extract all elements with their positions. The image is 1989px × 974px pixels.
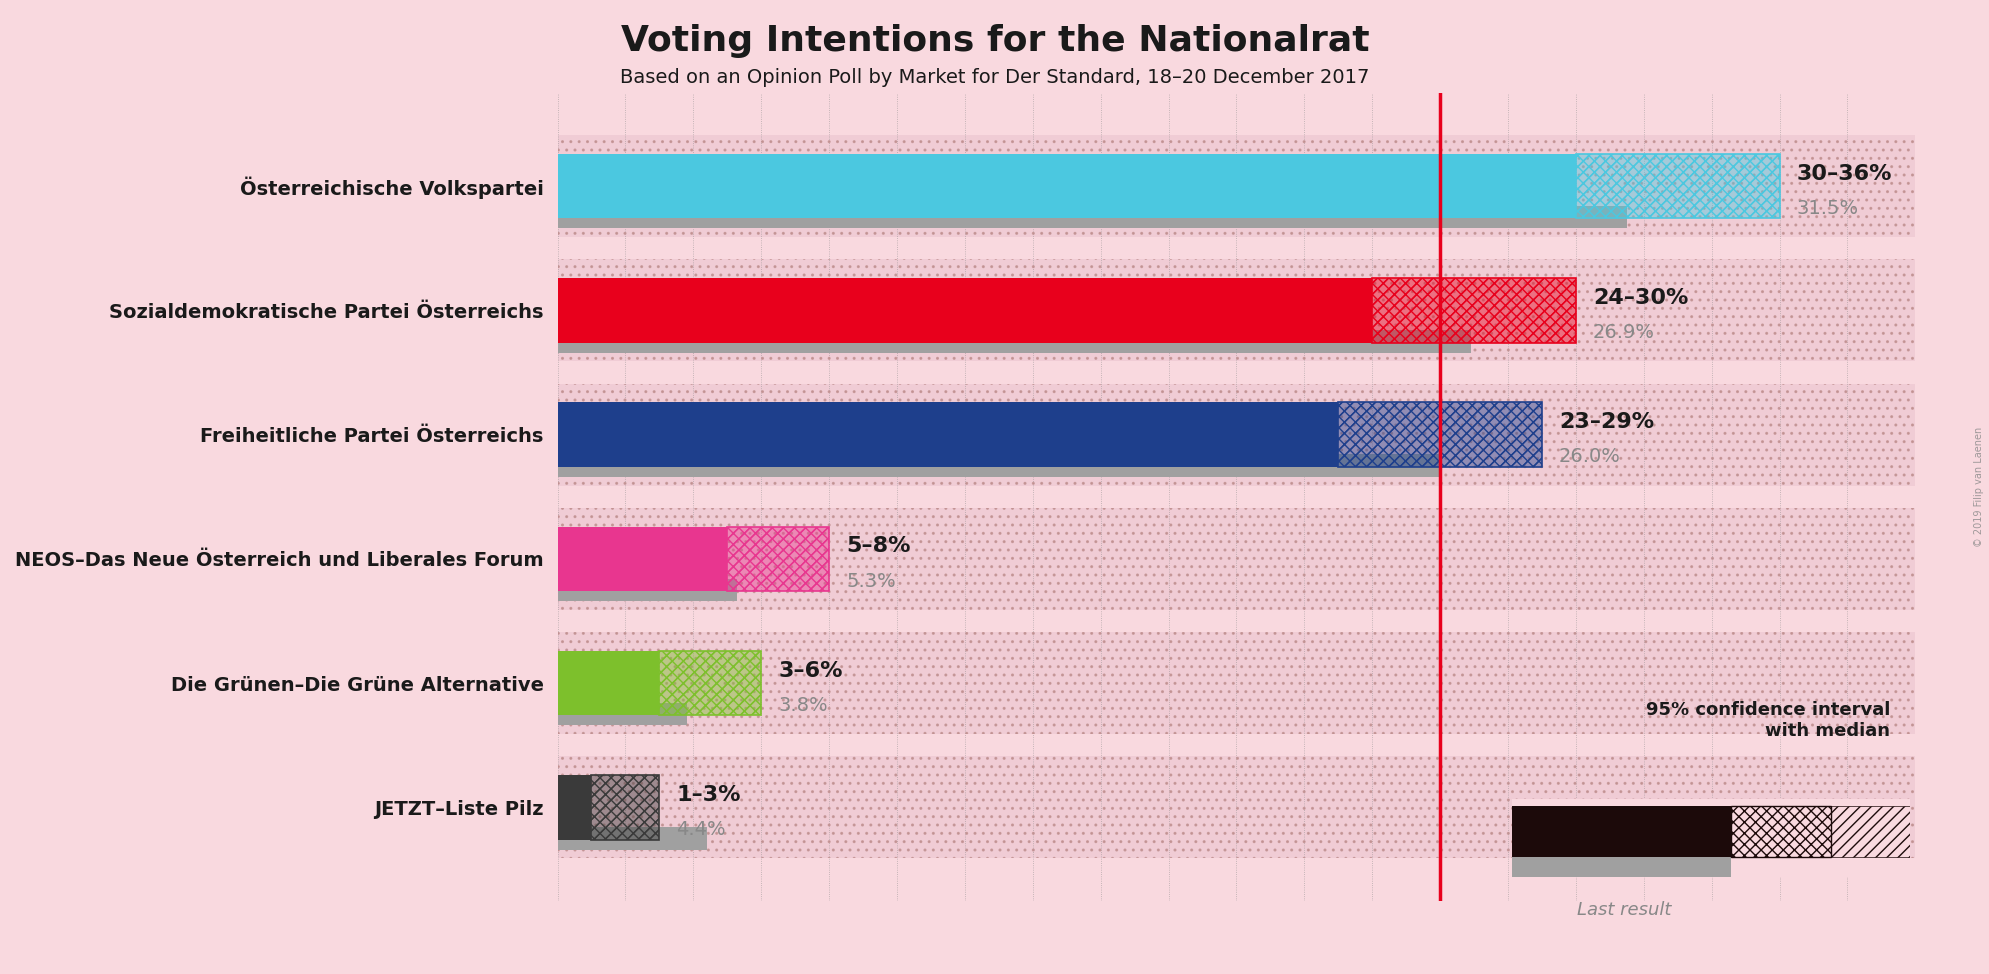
Text: 26.9%: 26.9% [1591, 323, 1655, 342]
Text: © 2019 Filip van Laenen: © 2019 Filip van Laenen [1973, 427, 1983, 547]
Text: 3–6%: 3–6% [778, 660, 841, 681]
Text: 24–30%: 24–30% [1591, 288, 1687, 308]
Bar [726, 527, 829, 591]
Text: 1–3%: 1–3% [676, 785, 740, 805]
Bar [726, 527, 829, 591]
Text: Based on an Opinion Poll by Market for Der Standard, 18–20 December 2017: Based on an Opinion Poll by Market for D… [621, 68, 1368, 88]
Bar [557, 330, 1470, 353]
Bar [557, 632, 1913, 734]
Bar [557, 527, 726, 591]
Bar [557, 206, 1625, 228]
Bar [1337, 402, 1541, 467]
Text: 5–8%: 5–8% [845, 537, 911, 556]
Bar [1337, 402, 1541, 467]
Bar [557, 651, 658, 716]
Bar [557, 507, 1913, 610]
Bar [1575, 154, 1778, 218]
Bar [557, 455, 1440, 477]
Text: 4.4%: 4.4% [676, 820, 726, 840]
Text: Voting Intentions for the Nationalrat: Voting Intentions for the Nationalrat [621, 24, 1368, 58]
Text: 5.3%: 5.3% [845, 572, 895, 591]
Bar [557, 775, 591, 840]
Text: 30–36%: 30–36% [1796, 164, 1892, 184]
Bar [1372, 278, 1575, 343]
Bar [557, 154, 1575, 218]
Bar [1575, 154, 1778, 218]
Bar [557, 703, 686, 726]
Text: 23–29%: 23–29% [1557, 412, 1653, 432]
Bar [1372, 278, 1575, 343]
Bar [557, 384, 1913, 486]
Bar [557, 278, 1372, 343]
Bar [1512, 857, 1730, 877]
Bar [557, 135, 1913, 237]
Bar [591, 775, 658, 840]
Bar [557, 579, 738, 601]
Bar [658, 651, 762, 716]
Bar [557, 259, 1913, 361]
Text: 26.0%: 26.0% [1557, 447, 1619, 467]
Bar [591, 775, 658, 840]
Bar [1512, 806, 1730, 857]
Text: Last result: Last result [1575, 901, 1671, 918]
Bar [557, 632, 1913, 734]
Bar [557, 384, 1913, 486]
Text: 95% confidence interval
with median: 95% confidence interval with median [1645, 701, 1890, 740]
Bar [557, 259, 1913, 361]
Text: 3.8%: 3.8% [778, 696, 827, 715]
Bar [557, 402, 1337, 467]
Bar [658, 651, 762, 716]
Bar [1575, 154, 1778, 218]
Bar [591, 775, 658, 840]
Bar [726, 527, 829, 591]
Bar [557, 757, 1913, 858]
Bar [557, 135, 1913, 237]
Bar [1372, 278, 1575, 343]
Bar [658, 651, 762, 716]
Bar [1337, 402, 1541, 467]
Text: 31.5%: 31.5% [1796, 199, 1858, 218]
Bar [1730, 806, 1830, 857]
Bar [557, 507, 1913, 610]
Bar [1830, 806, 1909, 857]
Bar [557, 757, 1913, 858]
Bar [557, 827, 706, 849]
